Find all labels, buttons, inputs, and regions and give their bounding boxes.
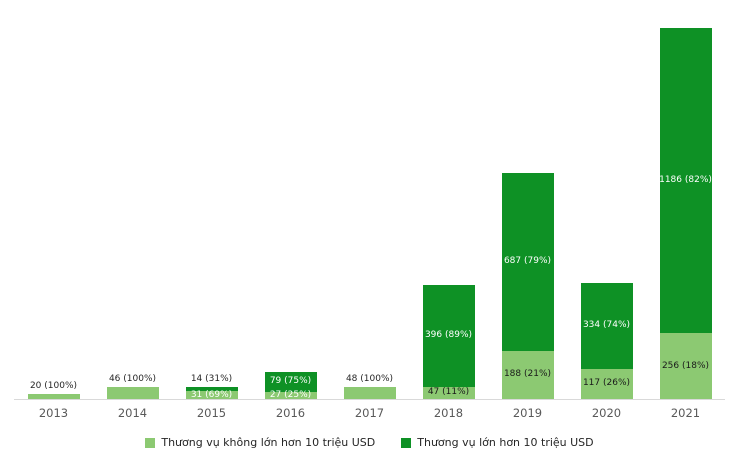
bar-segment-large-2016: 79 (75%) — [264, 371, 317, 392]
bar-segment-large-2015 — [185, 387, 238, 391]
legend: Thương vụ không lớn hơn 10 triệu USD Thươ… — [14, 436, 725, 449]
bar-column-2014: 46 (100%) — [93, 28, 172, 399]
x-axis: 2013 2014 2015 2016 2017 2018 2019 2020 2021 — [14, 406, 725, 420]
stacked-bar-chart: 20 (100%) 46 (100%) 14 (31%) 31 (69%) 79 (75… — [14, 28, 725, 449]
bar-segment-small-2017 — [343, 386, 396, 399]
bar-segment-small-2015: 31 (69%) — [185, 389, 238, 400]
x-axis-label-2013: 2013 — [38, 406, 69, 420]
bar-segment-small-2018: 47 (11%) — [422, 386, 475, 399]
bar-value-label: 687 (79%) — [503, 256, 552, 267]
bar-value-label: 27 (25%) — [269, 390, 312, 400]
bar-column-2020: 334 (74%) 117 (26%) — [567, 28, 646, 399]
legend-label: Thương vụ không lớn hơn 10 triệu USD — [161, 436, 376, 449]
bar-value-label: 334 (74%) — [582, 320, 631, 331]
bar-segment-large-2020: 334 (74%) — [580, 282, 633, 369]
bar-segment-large-2019: 687 (79%) — [501, 173, 554, 351]
bar-segment-small-2014 — [106, 387, 159, 399]
bar-segment-large-2021: 1186 (82%) — [659, 28, 712, 334]
bar-column-2013: 20 (100%) — [14, 28, 93, 399]
bar-value-label: 1186 (82%) — [659, 175, 712, 186]
bar-column-2017: 48 (100%) — [330, 28, 409, 399]
x-axis-label-2021: 2021 — [670, 406, 701, 420]
bar-value-label: 396 (89%) — [424, 330, 473, 341]
bar-column-2015: 14 (31%) 31 (69%) — [172, 28, 251, 399]
bar-column-2018: 396 (89%) 47 (11%) — [409, 28, 488, 399]
x-axis-label-2014: 2014 — [117, 406, 148, 420]
legend-swatch-icon — [401, 437, 412, 448]
bar-value-label: 117 (26%) — [582, 378, 631, 389]
bar-column-2021: 1186 (82%) 256 (18%) — [646, 28, 725, 399]
bar-value-label: 79 (75%) — [269, 376, 312, 387]
bar-segment-small-2013 — [27, 393, 80, 399]
bar-label-above-2013: 20 (100%) — [29, 380, 78, 391]
plot-area: 20 (100%) 46 (100%) 14 (31%) 31 (69%) 79 (75… — [14, 28, 725, 400]
bar-value-label: 47 (11%) — [427, 387, 470, 398]
legend-label: Thương vụ lớn hơn 10 triệu USD — [417, 436, 594, 449]
legend-item-small-deals: Thương vụ không lớn hơn 10 triệu USD — [145, 436, 375, 449]
bar-segment-large-2018: 396 (89%) — [422, 284, 475, 387]
bar-label-above-2017: 48 (100%) — [345, 373, 394, 384]
x-axis-label-2017: 2017 — [354, 406, 385, 420]
legend-swatch-icon — [145, 437, 156, 448]
bar-value-label: 188 (21%) — [503, 369, 552, 380]
bar-value-label: 31 (69%) — [190, 389, 233, 400]
x-axis-label-2015: 2015 — [196, 406, 227, 420]
bar-segment-small-2020: 117 (26%) — [580, 368, 633, 399]
bar-column-2019: 687 (79%) 188 (21%) — [488, 28, 567, 399]
bar-segment-small-2019: 188 (21%) — [501, 350, 554, 399]
bar-label-above-2014: 46 (100%) — [108, 374, 157, 385]
bar-segment-small-2021: 256 (18%) — [659, 333, 712, 399]
x-axis-label-2020: 2020 — [591, 406, 622, 420]
legend-item-large-deals: Thương vụ lớn hơn 10 triệu USD — [401, 436, 594, 449]
x-axis-label-2016: 2016 — [275, 406, 306, 420]
bar-label-above-2015: 14 (31%) — [190, 374, 233, 385]
bar-segment-small-2016: 27 (25%) — [264, 390, 317, 400]
x-axis-label-2019: 2019 — [512, 406, 543, 420]
bar-column-2016: 79 (75%) 27 (25%) — [251, 28, 330, 400]
bar-value-label: 256 (18%) — [661, 360, 710, 371]
x-axis-label-2018: 2018 — [433, 406, 464, 420]
